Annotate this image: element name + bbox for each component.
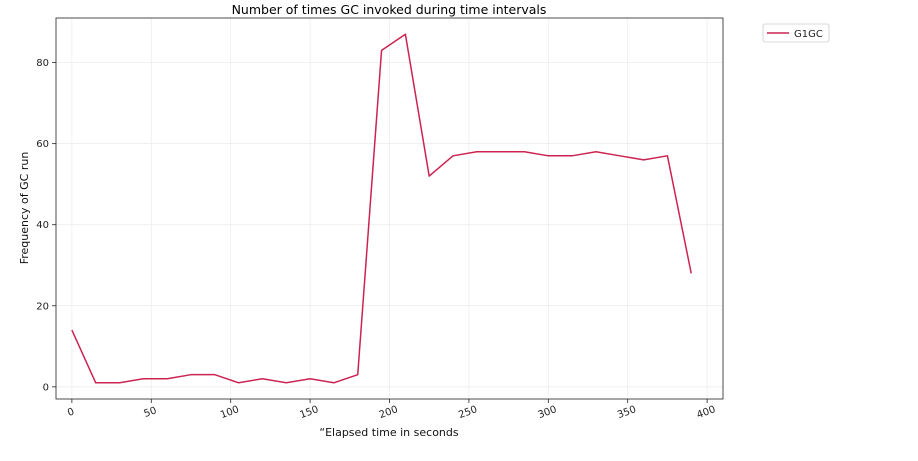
x-tick-label: 400 <box>695 404 717 421</box>
series-line-g1gc <box>71 33 692 384</box>
y-tick-label: 20 <box>36 301 49 312</box>
x-tick-label: 50 <box>143 405 159 420</box>
y-tick-label: 40 <box>36 220 49 231</box>
x-tick-label: 250 <box>457 404 479 421</box>
y-tick-label: 0 <box>43 382 49 393</box>
plot-area <box>55 17 724 400</box>
y-tick-label: 80 <box>36 58 49 69</box>
legend-box <box>762 23 830 43</box>
legend-label-g1gc: G1GC <box>794 29 823 40</box>
axis-ticks: 0 50 100 150 200 250 300 350 400 0 20 40 60 80 <box>36 58 717 421</box>
x-tick-label: 100 <box>219 404 241 421</box>
x-tick-label: 200 <box>378 404 400 421</box>
series-layer <box>71 33 692 384</box>
x-tick-label: 300 <box>537 404 559 421</box>
legend: G1GC <box>762 23 830 43</box>
x-tick-label: 150 <box>298 404 320 421</box>
chart-title: Number of times GC invoked during time i… <box>232 2 547 17</box>
y-tick-label: 60 <box>36 139 49 150</box>
y-axis-title: Frequency of GC run <box>18 152 31 265</box>
x-tick-label: 350 <box>616 404 638 421</box>
x-tick-label: 0 <box>66 406 76 419</box>
grid-lines <box>56 18 723 399</box>
x-axis-title: “Elapsed time in seconds <box>319 426 459 439</box>
